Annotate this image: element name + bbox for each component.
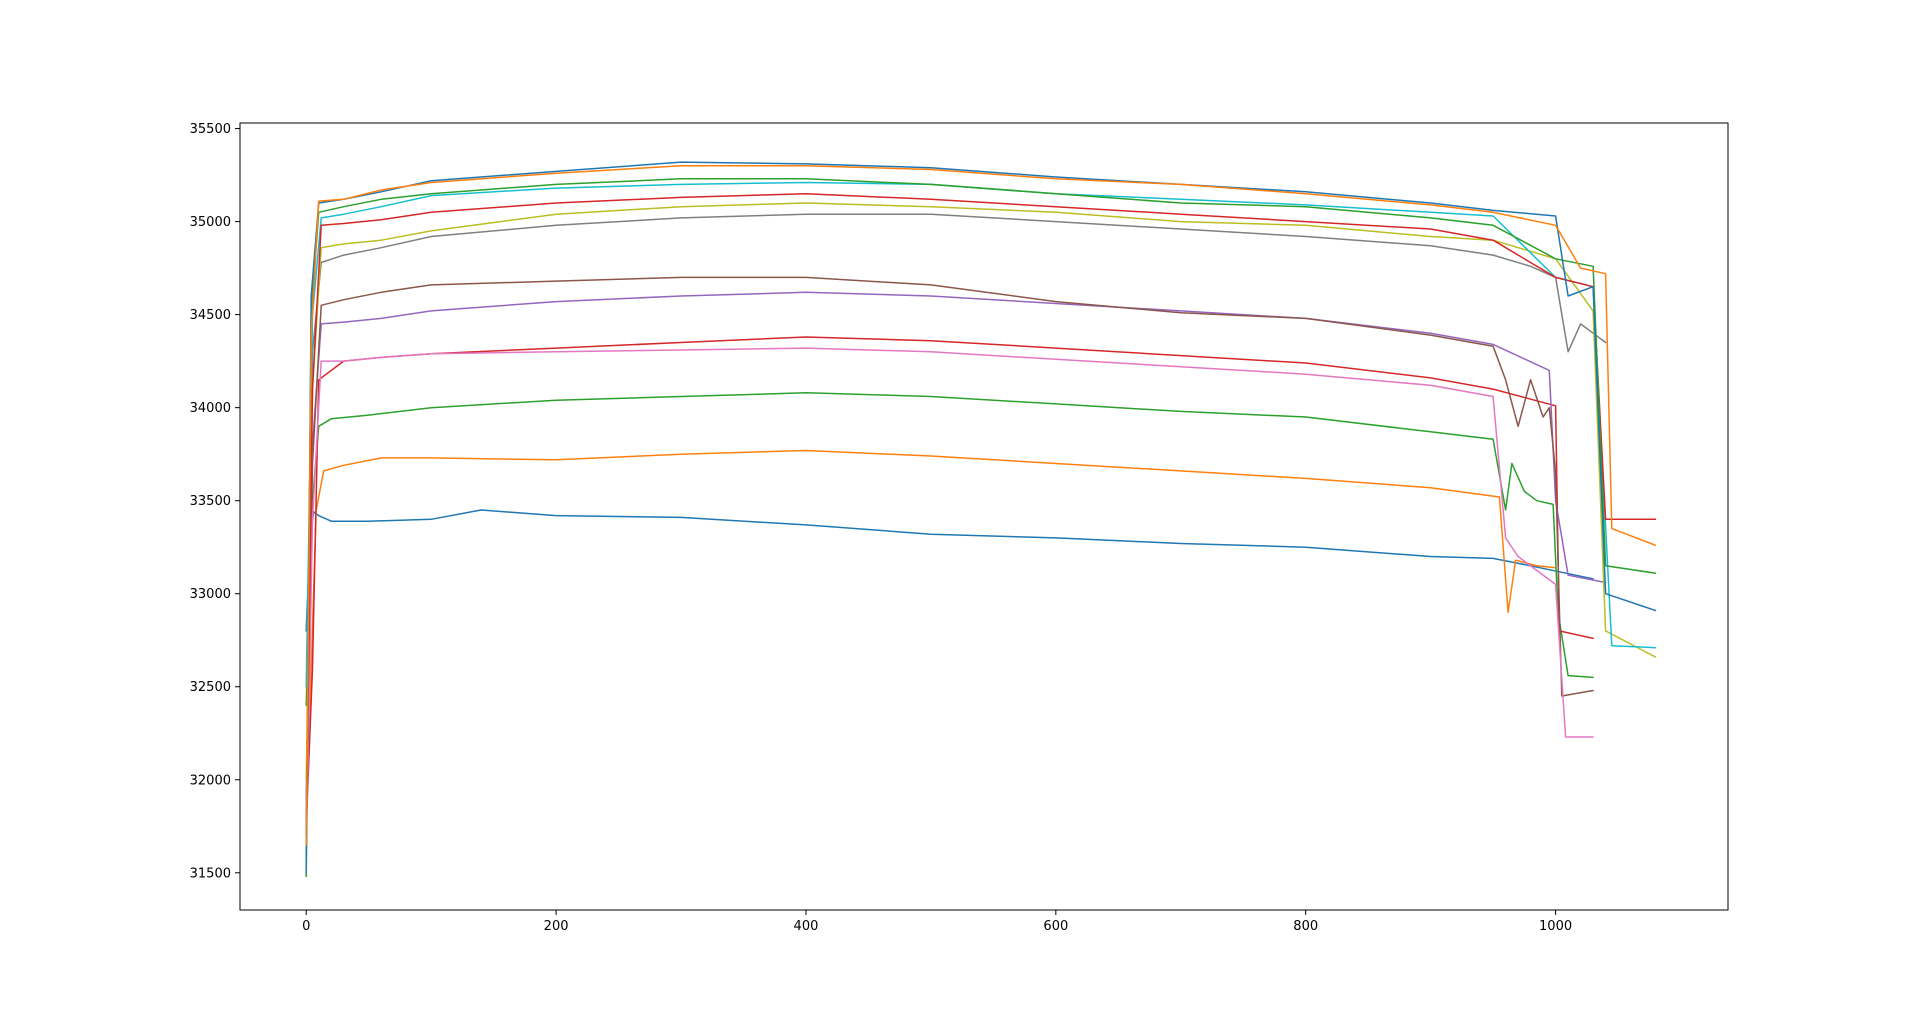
series-line-3 xyxy=(305,392,1594,707)
series-line-8 xyxy=(305,213,1607,818)
series-line-12 xyxy=(305,178,1657,878)
y-tick-label: 35000 xyxy=(190,215,231,230)
y-tick-label: 33500 xyxy=(190,494,231,509)
x-tick-label: 200 xyxy=(544,919,569,934)
series-line-4 xyxy=(305,336,1594,828)
y-tick-label: 35500 xyxy=(190,122,231,137)
y-tick-label: 34000 xyxy=(190,401,231,416)
x-tick-label: 1000 xyxy=(1539,919,1572,934)
series-line-2 xyxy=(305,449,1557,800)
axes-frame xyxy=(239,122,1729,911)
y-tick-label: 33000 xyxy=(190,587,231,602)
series-line-6 xyxy=(305,276,1594,837)
series-line-11 xyxy=(305,192,1657,837)
x-tick-label: 600 xyxy=(1043,919,1068,934)
series-line-14 xyxy=(305,165,1657,846)
x-tick-label: 0 xyxy=(302,919,310,934)
y-tick-label: 32000 xyxy=(190,773,231,788)
series-line-5 xyxy=(305,291,1607,800)
y-tick-label: 34500 xyxy=(190,308,231,323)
series-line-1 xyxy=(305,509,1594,632)
series-line-7 xyxy=(305,347,1594,855)
series-line-13 xyxy=(305,161,1657,874)
y-tick-label: 32500 xyxy=(190,680,231,695)
x-tick-label: 800 xyxy=(1293,919,1318,934)
y-tick-label: 31500 xyxy=(190,866,231,881)
x-tick-label: 400 xyxy=(794,919,819,934)
tick-layer: 0 200 400 600 800 1000 31500 32000 32500 33000 335… xyxy=(190,122,1572,934)
series-layer xyxy=(305,161,1657,878)
